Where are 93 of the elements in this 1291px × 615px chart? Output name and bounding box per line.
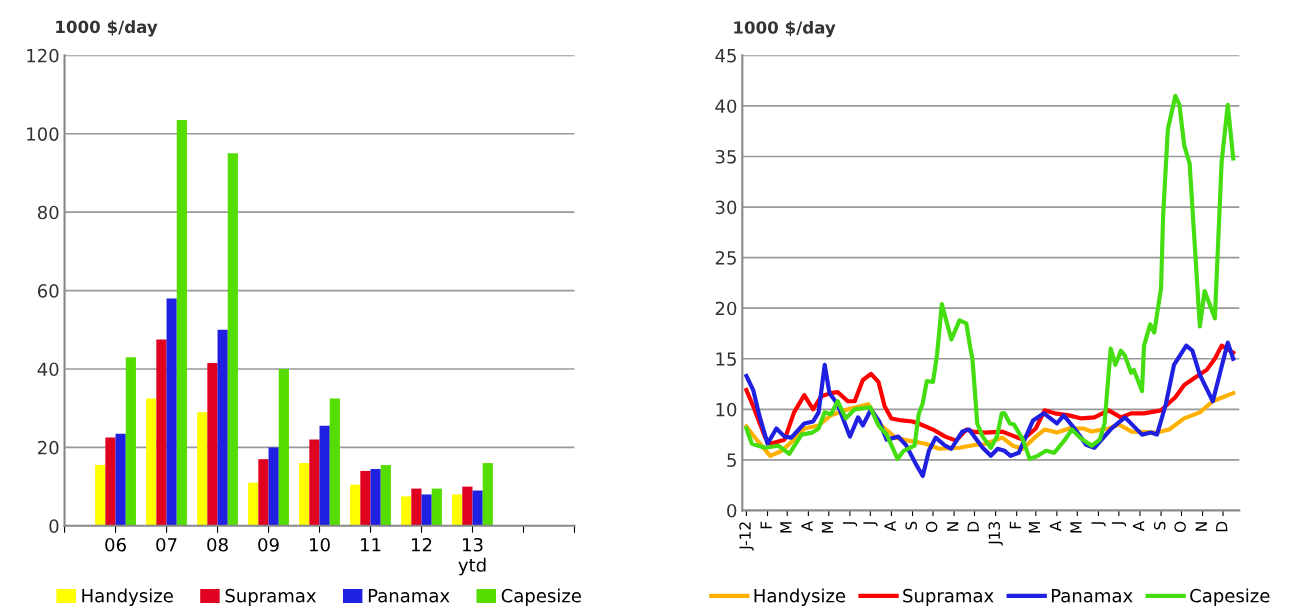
- legend-label: Supramax: [225, 588, 316, 606]
- bar: [197, 412, 208, 526]
- bar: [411, 488, 422, 526]
- bar: [248, 482, 259, 526]
- legend-label: Panamax: [368, 589, 450, 603]
- bar: [207, 363, 218, 526]
- y-tick-label: 20: [715, 301, 737, 316]
- bar: [217, 329, 228, 526]
- x-tick-label: J: [1111, 522, 1127, 527]
- bar: [329, 398, 340, 526]
- x-tick-label: F: [1009, 521, 1021, 529]
- line-series: [744, 340, 1236, 479]
- y-tick-label: 45: [715, 49, 736, 63]
- bar: [482, 463, 493, 526]
- legend-label: Panamax: [1051, 589, 1133, 603]
- y-tick-label: 80: [37, 205, 59, 220]
- x-tick-label: M: [1070, 522, 1082, 533]
- x-tick-label: J: [863, 522, 878, 527]
- x-tick-label: 10: [310, 537, 330, 552]
- x-tick-label: A: [1133, 520, 1145, 532]
- y-tick-label: 15: [716, 352, 736, 366]
- y-tick-label: 120: [27, 48, 59, 63]
- bar: [431, 488, 442, 526]
- y-tick-label: 40: [715, 99, 737, 114]
- x-tick-label: 12: [412, 537, 432, 552]
- legend-label: Capesize: [1190, 588, 1270, 606]
- x-tick-label: S: [1153, 521, 1166, 530]
- bar: [421, 494, 432, 526]
- y-tick-label: 20: [38, 440, 59, 455]
- legend-label: Capesize: [501, 588, 581, 606]
- bar: [370, 468, 381, 526]
- legend-label: Supramax: [903, 588, 994, 606]
- bar: [156, 339, 167, 526]
- legend-label: Handysize: [754, 588, 846, 606]
- legend-label: Handysize: [82, 588, 173, 606]
- x-tick-label: N: [1195, 522, 1207, 531]
- bar: [125, 357, 136, 526]
- bar: [95, 465, 106, 526]
- x-tick-label: M: [821, 522, 834, 533]
- y-tick-label: 0: [727, 503, 737, 518]
- x-tick-label: A: [1049, 520, 1062, 532]
- bar: [309, 439, 320, 526]
- x-tick-label: 13 ytd: [458, 537, 486, 576]
- x-tick-label: A: [801, 520, 813, 532]
- bar: [115, 433, 126, 526]
- x-tick-label: J: [1091, 522, 1106, 527]
- bar: [146, 398, 157, 526]
- bar: [350, 484, 361, 526]
- bar: [258, 459, 269, 526]
- bar: [380, 465, 391, 526]
- x-tick-label: D: [1216, 521, 1228, 532]
- y-axis-title: 1000 $/day: [56, 20, 158, 37]
- bar: [360, 470, 371, 526]
- x-tick-label: 07: [156, 537, 177, 552]
- x-tick-label: J13: [988, 522, 1003, 546]
- x-tick-label: M: [780, 522, 792, 533]
- y-tick-label: 60: [37, 284, 59, 298]
- y-tick-label: 0: [49, 519, 59, 533]
- y-axis-title: 1000 $/day: [734, 20, 836, 38]
- x-tick-label: J: [842, 522, 858, 527]
- bar: [462, 486, 473, 526]
- x-tick-label: 09: [258, 537, 279, 552]
- x-tick-label: 08: [207, 537, 228, 552]
- bar: [452, 494, 463, 526]
- y-tick-label: 5: [727, 453, 736, 467]
- x-tick-label: D: [967, 521, 979, 532]
- y-tick-label: 30: [715, 200, 737, 215]
- x-tick-label: M: [1028, 522, 1040, 533]
- bar: [278, 369, 289, 526]
- bar: [227, 153, 238, 526]
- bar: [401, 496, 412, 526]
- x-tick-label: J-12: [739, 522, 754, 551]
- x-tick-label: S: [905, 521, 917, 530]
- x-tick-label: F: [760, 521, 772, 529]
- bar: [166, 298, 177, 526]
- bar: [105, 437, 116, 526]
- x-tick-label: 06: [105, 537, 126, 552]
- bar: [319, 425, 330, 526]
- bar: [472, 490, 483, 526]
- bar: [176, 120, 187, 526]
- line-series: [744, 93, 1236, 461]
- x-tick-label: 11: [361, 538, 381, 552]
- bar: [299, 463, 310, 526]
- y-tick-label: 25: [715, 251, 736, 265]
- x-tick-label: A: [884, 520, 896, 532]
- y-tick-label: 10: [716, 402, 737, 417]
- y-tick-label: 100: [27, 127, 59, 141]
- bar: [268, 447, 279, 526]
- x-tick-label: N: [947, 522, 959, 531]
- y-tick-label: 40: [37, 362, 59, 377]
- x-tick-label: O: [925, 521, 938, 533]
- x-tick-label: O: [1174, 521, 1186, 533]
- y-tick-label: 35: [715, 149, 736, 164]
